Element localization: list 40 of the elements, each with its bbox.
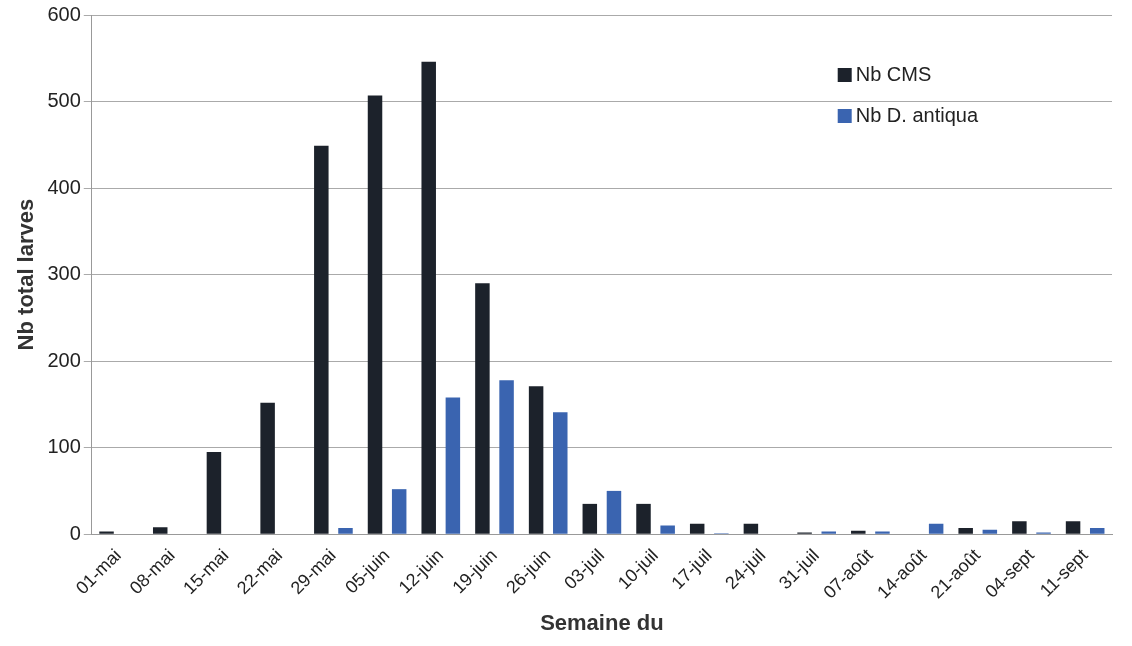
y-tick-label: 500 bbox=[47, 89, 81, 112]
bar bbox=[851, 530, 866, 534]
bar bbox=[338, 528, 353, 534]
bar bbox=[152, 527, 168, 534]
bar bbox=[421, 61, 436, 534]
legend-label: Nb D. antiqua bbox=[855, 103, 979, 126]
bar bbox=[260, 402, 275, 534]
bar bbox=[206, 451, 222, 534]
bar bbox=[475, 283, 490, 534]
bar bbox=[1089, 528, 1105, 534]
bar bbox=[1065, 521, 1081, 534]
bar bbox=[391, 489, 407, 534]
y-axis-title: Nb total larves bbox=[13, 198, 39, 351]
bar bbox=[528, 386, 544, 534]
bar bbox=[958, 528, 973, 534]
y-tick-label: 200 bbox=[47, 348, 81, 371]
x-axis-title: Semaine du bbox=[540, 609, 664, 635]
bar bbox=[982, 529, 998, 534]
bar bbox=[553, 412, 568, 534]
bar bbox=[445, 397, 461, 534]
bar bbox=[660, 525, 675, 534]
y-tick-label: 400 bbox=[47, 175, 81, 198]
bar bbox=[743, 523, 759, 534]
bar bbox=[314, 145, 329, 534]
bar bbox=[636, 503, 651, 534]
y-tick-label: 100 bbox=[47, 435, 81, 458]
bar bbox=[99, 531, 114, 534]
y-tick-label: 0 bbox=[69, 521, 81, 544]
bar bbox=[499, 380, 514, 534]
y-tick-label: 300 bbox=[47, 262, 81, 285]
bar bbox=[367, 95, 383, 534]
bar bbox=[928, 523, 944, 534]
bar bbox=[606, 490, 622, 534]
legend-label: Nb CMS bbox=[855, 62, 932, 85]
bar bbox=[821, 531, 836, 534]
bar bbox=[1012, 521, 1027, 534]
bar bbox=[875, 531, 890, 534]
bar bbox=[689, 523, 705, 534]
bar bbox=[582, 503, 598, 534]
y-tick-label: 600 bbox=[47, 2, 81, 25]
